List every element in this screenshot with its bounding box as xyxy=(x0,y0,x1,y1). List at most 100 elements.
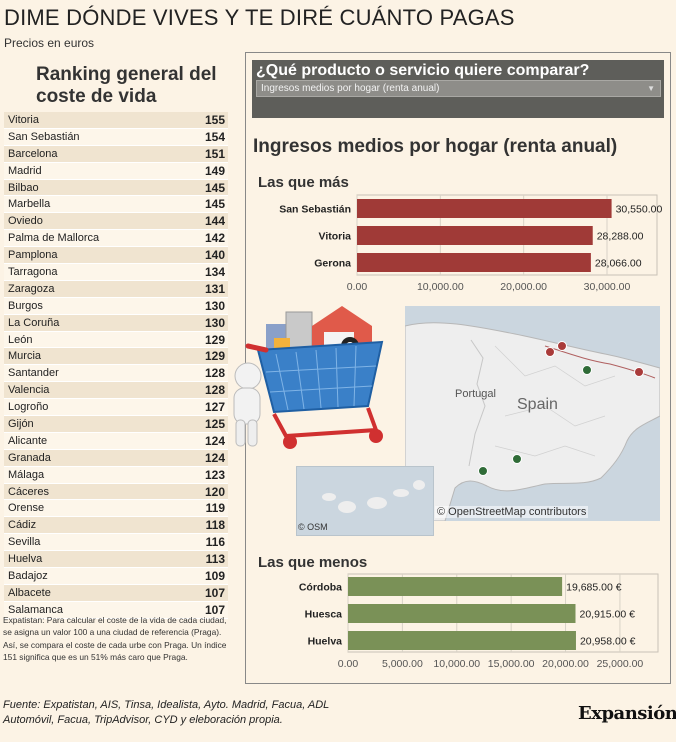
bar xyxy=(357,226,593,245)
map-land xyxy=(405,322,660,521)
ranking-value: 129 xyxy=(204,349,225,364)
ranking-city: Granada xyxy=(8,451,51,464)
ranking-value: 119 xyxy=(205,501,225,516)
page-subtitle: Precios en euros xyxy=(4,36,95,50)
ranking-row: Gijón 125 xyxy=(4,416,228,433)
ranking-value: 145 xyxy=(204,180,225,195)
ranking-row: Logroño 127 xyxy=(4,399,228,417)
ranking-row: Sevilla 116 xyxy=(4,534,228,552)
ranking-row: Badajoz 109 xyxy=(4,568,228,585)
ranking-value: 155 xyxy=(204,112,225,127)
ranking-city: León xyxy=(8,333,33,346)
ranking-value: 129 xyxy=(204,332,225,347)
category-label: Huesca xyxy=(305,609,343,621)
ranking-value: 144 xyxy=(204,214,225,229)
chevron-down-icon[interactable]: ▼ xyxy=(647,84,655,93)
ranking-row: Murcia 129 xyxy=(4,348,228,366)
ranking-value: 130 xyxy=(204,298,225,313)
ranking-row: Palma de Mallorca 142 xyxy=(4,230,228,248)
tick-label: 20,000.00 xyxy=(500,281,547,293)
ranking-row: Madrid 149 xyxy=(4,162,228,180)
marker-gerona[interactable] xyxy=(634,367,644,377)
product-dropdown[interactable]: Ingresos medios por hogar (renta anual) … xyxy=(256,80,661,97)
ranking-city: Gijón xyxy=(8,417,34,430)
ranking-city: Cáceres xyxy=(8,485,49,498)
ranking-row: Orense 119 xyxy=(4,500,228,518)
ranking-value: 134 xyxy=(204,264,225,279)
product-title: Ingresos medios por hogar (renta anual) xyxy=(253,136,618,157)
ranking-row: Albacete 107 xyxy=(4,584,228,602)
map-attribution: © OpenStreetMap contributors xyxy=(435,506,589,518)
bar xyxy=(348,577,563,596)
top-section-title: Las que más xyxy=(258,174,349,191)
product-dropdown-value: Ingresos medios por hogar (renta anual) xyxy=(261,83,440,94)
tick-label: 15,000.00 xyxy=(488,658,535,670)
map-regions xyxy=(494,345,616,457)
ranking-value: 128 xyxy=(204,366,225,381)
ranking-city: Zaragoza xyxy=(8,282,55,295)
ranking-note: Expatistan: Para calcular el coste de la… xyxy=(3,615,227,663)
ranking-value: 127 xyxy=(204,400,225,415)
ranking-city: Málaga xyxy=(8,468,45,481)
ranking-row: Zaragoza 131 xyxy=(4,280,228,298)
source-note: Fuente: Expatistan, AIS, Tinsa, Idealist… xyxy=(3,699,330,726)
ranking-city: Madrid xyxy=(8,164,42,177)
ranking-row: Salamanca 107 xyxy=(4,601,228,619)
category-label: Vitoria xyxy=(319,231,352,243)
portugal-label: Portugal xyxy=(455,388,496,400)
ranking-city: Cádiz xyxy=(8,519,37,532)
ranking-row: Bilbao 145 xyxy=(4,179,228,197)
category-label: Huelva xyxy=(308,636,343,648)
shopping-cart-illustration xyxy=(233,306,384,449)
ranking-value: 120 xyxy=(204,484,225,499)
marker-san-sebastian[interactable] xyxy=(557,341,567,351)
bar xyxy=(357,253,591,272)
tick-label: 25,000.00 xyxy=(597,658,644,670)
value-label: 20,958.00 € xyxy=(580,636,636,648)
ranking-value: 124 xyxy=(204,433,225,448)
ranking-row: Granada 124 xyxy=(4,449,228,467)
tick-label: 20,000.00 xyxy=(542,658,589,670)
inset-attribution: © OSM xyxy=(298,522,328,532)
ranking-row: San Sebastián 154 xyxy=(4,128,228,146)
ranking-value: 128 xyxy=(204,383,225,398)
value-label: 28,288.00 xyxy=(597,231,644,243)
spain-map[interactable]: Portugal Spain xyxy=(405,306,660,521)
ranking-row: León 129 xyxy=(4,331,228,349)
tick-label: 10,000.00 xyxy=(417,281,464,293)
ranking-row: Pamplona 140 xyxy=(4,247,228,265)
ranking-value: 124 xyxy=(204,450,225,465)
ranking-city: Badajoz xyxy=(8,569,48,582)
ranking-row: Barcelona 151 xyxy=(4,145,228,163)
ranking-city: Bilbao xyxy=(8,181,39,194)
ranking-row: Tarragona 134 xyxy=(4,264,228,281)
ranking-row: Alicante 124 xyxy=(4,432,228,450)
ranking-value: 131 xyxy=(204,281,225,296)
ranking-row: Cádiz 118 xyxy=(4,517,228,535)
ranking-value: 107 xyxy=(204,602,225,617)
tick-label: 30,000.00 xyxy=(584,281,631,293)
ranking-city: Salamanca xyxy=(8,603,64,616)
ranking-value: 151 xyxy=(204,146,225,161)
ranking-value: 116 xyxy=(205,535,225,550)
marker-vitoria[interactable] xyxy=(545,347,555,357)
ranking-row: Valencia 128 xyxy=(4,382,228,400)
value-label: 30,550.00 xyxy=(616,204,663,216)
map-base xyxy=(405,322,660,521)
marker-huesca[interactable] xyxy=(582,365,592,375)
ranking-city: Santander xyxy=(8,367,59,380)
ranking-city: La Coruña xyxy=(8,316,60,329)
marker-huelva[interactable] xyxy=(478,466,488,476)
expansion-logo: Expansión xyxy=(578,703,676,724)
ranking-row: Málaga 123 xyxy=(4,466,228,484)
ranking-title: Ranking general del coste de vida xyxy=(36,64,217,107)
marker-cordoba[interactable] xyxy=(512,454,522,464)
ranking-city: Marbella xyxy=(8,198,51,211)
ranking-city: Murcia xyxy=(8,350,42,363)
ranking-city: Pamplona xyxy=(8,249,58,262)
ranking-row: Vitoria 155 xyxy=(4,112,228,129)
canary-islands-shapes xyxy=(322,480,425,513)
ranking-value: 130 xyxy=(204,315,225,330)
ranking-value: 142 xyxy=(204,231,225,246)
spain-label: Spain xyxy=(517,396,558,413)
